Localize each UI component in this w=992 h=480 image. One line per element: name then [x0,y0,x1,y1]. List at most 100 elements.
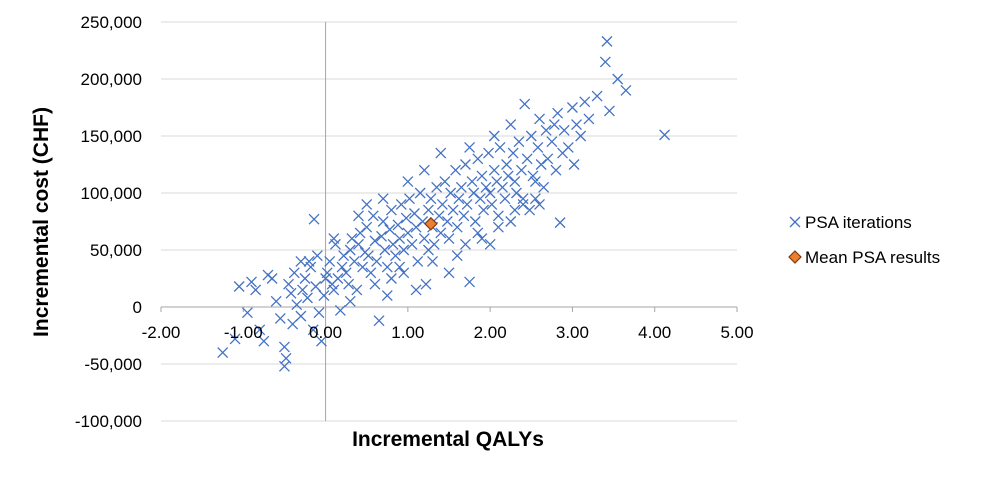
psa-iteration-point [439,176,451,188]
psa-iteration-point [418,233,430,245]
psa-iteration-point [532,141,544,153]
psa-iteration-point [525,130,537,142]
psa-iteration-point [515,164,527,176]
psa-iteration-point [418,164,430,176]
psa-iteration-point [362,250,374,262]
psa-iteration-point [336,261,348,273]
psa-iteration-point [603,105,615,117]
psa-iteration-point [568,159,580,170]
psa-iteration-point [280,352,292,364]
psa-iteration-point [299,273,311,284]
psa-iteration-point [274,312,286,324]
psa-iteration-point [469,216,481,227]
psa-iteration-point [373,315,385,327]
psa-iteration-point [266,273,278,284]
psa-iteration-point [497,181,508,193]
psa-iteration-point [229,333,241,345]
psa-iteration-point [513,136,525,148]
x-tick-label: -1.00 [224,323,263,342]
psa-iteration-point [478,204,490,216]
psa-iteration-point [406,238,418,250]
psa-iteration-point [558,124,570,136]
psa-iteration-point [278,341,290,353]
psa-iteration-point [295,310,307,322]
psa-iteration-point [324,255,336,267]
x-tick-label: 2.00 [474,323,507,342]
psa-iteration-point [344,295,356,307]
psa-iteration-point [480,181,492,193]
psa-iteration-point [398,244,410,256]
legend-marker-diamond-icon [788,250,802,264]
x-tick-label: 0.00 [309,323,342,342]
psa-iteration-point [422,204,434,216]
psa-iteration-point [254,324,266,336]
psa-iteration-point [307,324,319,336]
psa-iteration-point [612,73,624,85]
psa-iteration-point [542,153,554,165]
legend-label-mean-psa-results: Mean PSA results [805,248,940,267]
psa-iteration-point [394,261,406,273]
psa-iteration-point [270,295,282,307]
x-axis-title: Incremental QALYs [352,428,544,451]
psa-iteration-point [422,244,434,256]
psa-iteration-point [450,164,462,176]
psa-iteration-point [499,193,511,205]
psa-iteration-point [390,250,401,262]
psa-iteration-point [492,210,504,222]
psa-iteration-point [297,284,308,296]
y-axis-title: Incremental cost (CHF) [30,107,53,337]
psa-iteration-point [381,261,393,273]
points-layer [217,35,671,372]
psa-iteration-point [425,193,437,205]
psa-iteration-point [464,141,476,153]
psa-iteration-point [371,255,383,267]
psa-iteration-point [402,227,414,239]
psa-iteration-point [659,129,671,141]
psa-iteration-point [420,278,432,290]
psa-iteration-point [484,238,496,250]
psa-iteration-point [443,267,455,279]
legend-marker-x-icon [789,216,801,228]
psa-iteration-point [519,98,531,110]
psa-iteration-point [517,193,529,205]
y-tick-label: -100,000 [75,412,142,431]
tick-labels: -100,000 -50,000 0 50,000 100,000 150,000 200,… [75,13,754,431]
psa-iteration-point [459,238,471,250]
psa-iteration-point [534,113,545,125]
psa-iteration-point [250,284,262,296]
psa-iteration-point [288,267,300,279]
psa-iteration-point [302,292,313,304]
psa-iteration-point [385,204,397,216]
psa-iteration-point [328,284,340,296]
legend-item-psa-iterations: PSA iterations [789,213,912,232]
psa-iteration-point [443,233,455,245]
psa-iteration-point [285,287,297,299]
psa-iteration-point [351,284,363,296]
mean-psa-point [424,216,438,231]
psa-iteration-point [435,147,447,159]
psa-iteration-point [315,335,327,347]
psa-iteration-point [599,56,611,68]
psa-iteration-point [377,216,389,227]
psa-iteration-point [343,278,355,290]
psa-iteration-point [381,290,393,302]
psa-iteration-point [376,230,387,242]
psa-iteration-point [305,261,317,273]
psa-iteration-point [394,233,406,245]
psa-iteration-point [579,96,591,108]
psa-iteration-point [459,159,471,170]
psa-iteration-point [550,164,562,176]
psa-iteration-point [453,193,465,205]
psa-iteration-point [441,216,453,227]
psa-iteration-point [461,198,473,210]
psa-iteration-point [601,35,613,47]
psa-iteration-point [474,193,486,205]
psa-iteration-point [566,102,578,113]
psa-iteration-point [476,233,488,245]
psa-iteration-point [505,119,517,131]
psa-iteration-point [552,107,564,119]
psa-iteration-point [384,224,396,235]
y-tick-label: 250,000 [81,13,142,32]
y-tick-label: 100,000 [81,184,142,203]
psa-iteration-point [311,250,323,262]
